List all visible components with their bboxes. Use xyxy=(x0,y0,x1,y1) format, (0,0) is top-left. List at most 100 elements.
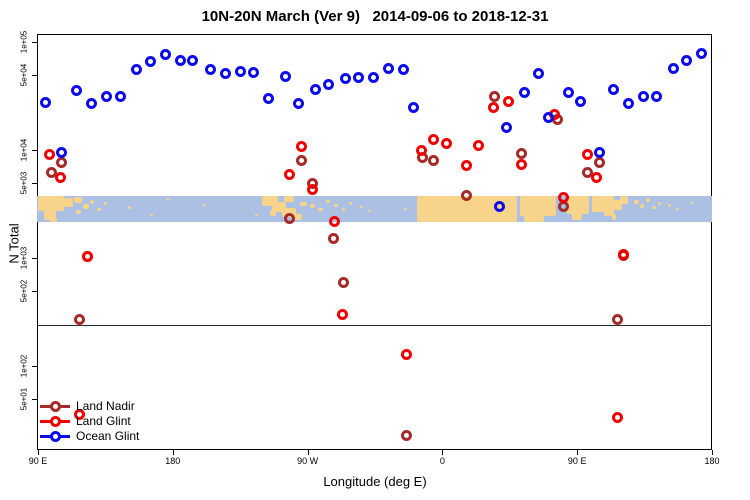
land-blob xyxy=(668,204,671,207)
x-axis-title: Longitude (deg E) xyxy=(323,474,427,489)
legend-item: Land Nadir xyxy=(40,399,139,414)
land-blob xyxy=(318,208,323,211)
data-point-land-glint xyxy=(284,169,296,181)
land-blob xyxy=(342,208,345,211)
land-blob xyxy=(203,204,206,206)
land-blob xyxy=(272,202,286,212)
data-point-land-glint xyxy=(427,134,439,146)
land-blob xyxy=(104,202,107,205)
data-point-ocean-glint xyxy=(174,54,186,66)
y-axis-tick xyxy=(32,258,37,259)
data-point-land-nadir xyxy=(489,91,501,103)
data-point-ocean-glint xyxy=(204,64,216,76)
land-blob xyxy=(38,196,64,211)
data-point-ocean-glint xyxy=(696,48,707,60)
land-blob xyxy=(255,214,258,216)
data-point-land-nadir xyxy=(284,212,296,224)
data-point-ocean-glint xyxy=(101,90,113,102)
plot-area xyxy=(37,34,712,450)
data-point-ocean-glint xyxy=(681,55,693,67)
land-blob xyxy=(292,214,302,220)
land-blob xyxy=(612,214,616,220)
y-axis-tick-label: 1e+04 xyxy=(19,138,29,162)
data-point-ocean-glint xyxy=(519,86,531,98)
land-blob xyxy=(614,200,622,210)
y-axis-tick-label: 1e+02 xyxy=(19,354,29,378)
data-point-ocean-glint xyxy=(562,86,574,98)
land-blob xyxy=(83,204,89,209)
data-point-land-glint xyxy=(81,250,93,262)
data-point-land-glint xyxy=(591,172,603,184)
data-point-ocean-glint xyxy=(368,71,379,83)
data-point-ocean-glint xyxy=(574,95,586,107)
y-axis-tick xyxy=(32,398,37,400)
land-blob xyxy=(150,214,153,216)
data-point-ocean-glint xyxy=(248,66,260,78)
land-blob xyxy=(658,202,661,205)
data-point-ocean-glint xyxy=(637,91,649,103)
x-axis-tick xyxy=(712,450,713,455)
x-axis-tick-label: 180 xyxy=(704,456,720,466)
data-point-land-glint xyxy=(460,160,472,172)
x-axis-tick-label: 0 xyxy=(439,456,445,466)
y-axis-tick-label: 5e+04 xyxy=(19,63,29,86)
data-point-ocean-glint xyxy=(186,55,198,67)
x-axis-tick xyxy=(442,450,444,455)
land-blob xyxy=(604,196,614,216)
data-point-land-glint xyxy=(612,411,624,423)
data-point-land-glint xyxy=(618,249,630,261)
data-point-ocean-glint xyxy=(543,112,555,124)
land-blob xyxy=(334,204,338,207)
data-point-ocean-glint xyxy=(651,90,663,102)
data-point-land-nadir xyxy=(56,157,68,169)
y-axis-tick xyxy=(32,42,37,43)
legend-item: Ocean Glint xyxy=(40,429,139,444)
data-point-ocean-glint xyxy=(339,72,351,84)
data-point-land-glint xyxy=(336,309,348,321)
data-point-ocean-glint xyxy=(607,84,619,96)
land-blob xyxy=(44,209,56,220)
land-blob xyxy=(690,202,693,204)
data-point-ocean-glint xyxy=(86,97,98,109)
data-point-ocean-glint xyxy=(234,65,246,77)
land-blob xyxy=(368,210,371,212)
chart-title: 10N-20N March (Ver 9) 2014-09-06 to 2018… xyxy=(201,8,549,25)
data-point-land-nadir xyxy=(338,277,350,289)
land-blob xyxy=(262,196,278,206)
y-axis-tick-label: 5e+01 xyxy=(19,387,29,410)
land-blob xyxy=(74,197,82,203)
land-blob xyxy=(592,196,606,212)
data-point-ocean-glint xyxy=(219,67,231,79)
land-blob xyxy=(524,214,544,222)
data-point-ocean-glint xyxy=(353,71,365,83)
data-point-ocean-glint xyxy=(144,56,156,68)
data-point-ocean-glint xyxy=(397,63,409,75)
data-point-ocean-glint xyxy=(263,92,275,104)
data-point-land-nadir xyxy=(296,155,308,167)
data-point-land-nadir xyxy=(400,430,412,442)
land-blob xyxy=(634,200,639,204)
data-point-ocean-glint xyxy=(501,122,513,134)
land-blob xyxy=(166,198,169,200)
land-blob xyxy=(404,208,407,210)
y-axis-title: N Total xyxy=(6,223,22,264)
data-point-land-nadir xyxy=(460,189,472,201)
legend-item: Land Glint xyxy=(40,414,139,429)
land-blob xyxy=(128,206,131,209)
x-axis-tick xyxy=(577,450,579,455)
data-point-land-nadir xyxy=(45,166,57,178)
data-point-land-nadir xyxy=(74,313,86,325)
data-point-land-nadir xyxy=(582,166,594,178)
data-point-land-glint xyxy=(296,141,308,153)
data-point-land-glint xyxy=(415,144,427,156)
x-axis-tick xyxy=(172,450,174,455)
y-axis-tick-label: 1e+05 xyxy=(19,30,29,54)
data-point-ocean-glint xyxy=(594,146,606,158)
world-map-strip xyxy=(37,196,712,222)
legend-symbol xyxy=(40,431,70,442)
data-point-ocean-glint xyxy=(408,101,420,113)
legend-point-icon xyxy=(50,401,61,412)
data-point-land-glint xyxy=(472,140,484,152)
data-point-land-glint xyxy=(487,101,499,113)
data-point-land-nadir xyxy=(516,147,528,159)
